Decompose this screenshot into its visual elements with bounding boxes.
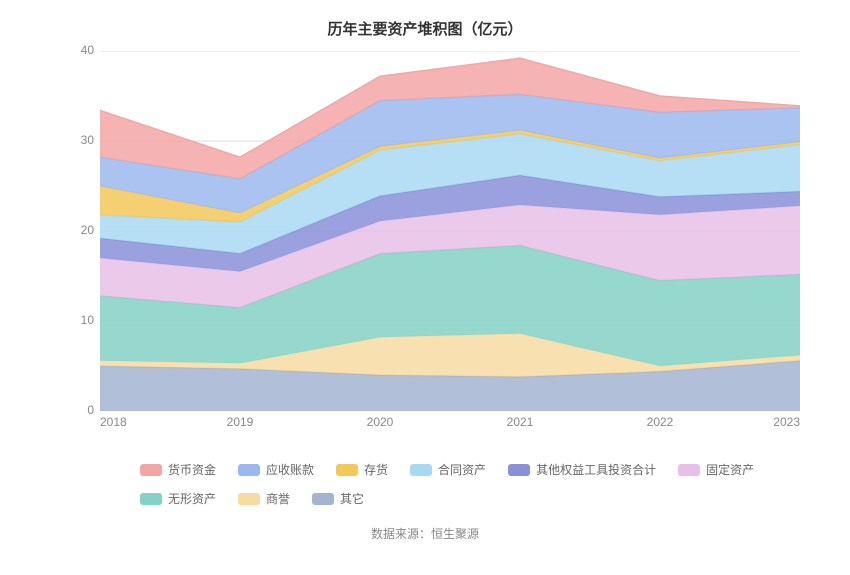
y-axis-label: 0 [70, 403, 94, 417]
y-axis-label: 20 [70, 223, 94, 237]
legend-item[interactable]: 应收账款 [238, 461, 314, 478]
x-axis-label: 2023 [764, 415, 800, 429]
legend-item[interactable]: 合同资产 [410, 461, 486, 478]
legend-item[interactable]: 存货 [336, 461, 388, 478]
y-axis-label: 10 [70, 313, 94, 327]
legend-item[interactable]: 固定资产 [678, 461, 754, 478]
legend-swatch [410, 464, 432, 476]
legend-item[interactable]: 其他权益工具投资合计 [508, 461, 656, 478]
legend-label: 无形资产 [168, 490, 216, 507]
x-axis-label: 2020 [362, 415, 398, 429]
x-axis-label: 2018 [100, 415, 136, 429]
legend-label: 存货 [364, 461, 388, 478]
data-source-label: 数据来源：恒生聚源 [20, 525, 830, 542]
legend-swatch [678, 464, 700, 476]
x-axis-label: 2019 [222, 415, 258, 429]
legend-label: 商誉 [266, 490, 290, 507]
stacked-area-chart: 010203040201820192020202120222023 [100, 51, 800, 431]
chart-svg [100, 51, 800, 411]
legend-swatch [238, 464, 260, 476]
chart-container: 历年主要资产堆积图（亿元） 0 10 20 30 40 2018 2019 2020 2021 2… [0, 0, 850, 575]
legend-label: 其他权益工具投资合计 [536, 461, 656, 478]
legend-label: 合同资产 [438, 461, 486, 478]
legend-label: 应收账款 [266, 461, 314, 478]
legend-item[interactable]: 商誉 [238, 490, 290, 507]
legend: 货币资金 应收账款 存货 合同资产 其他权益工具投资合计 固定资产无形资产 商誉 其它 [140, 461, 770, 507]
legend-swatch [508, 464, 530, 476]
x-axis-label: 2022 [642, 415, 678, 429]
y-axis-label: 40 [70, 43, 94, 57]
chart-title: 历年主要资产堆积图（亿元） [20, 18, 830, 39]
legend-swatch [238, 493, 260, 505]
legend-item[interactable]: 货币资金 [140, 461, 216, 478]
y-axis-label: 30 [70, 133, 94, 147]
legend-label: 其它 [340, 490, 364, 507]
legend-swatch [312, 493, 334, 505]
legend-label: 货币资金 [168, 461, 216, 478]
x-axis-label: 2021 [502, 415, 538, 429]
legend-swatch [140, 493, 162, 505]
legend-item[interactable]: 其它 [312, 490, 364, 507]
legend-swatch [336, 464, 358, 476]
legend-swatch [140, 464, 162, 476]
legend-item[interactable]: 无形资产 [140, 490, 216, 507]
legend-label: 固定资产 [706, 461, 754, 478]
